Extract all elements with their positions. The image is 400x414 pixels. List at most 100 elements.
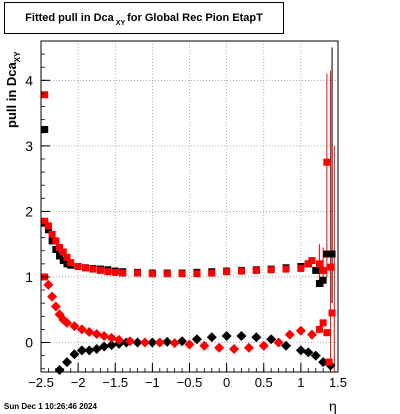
data-point xyxy=(54,365,65,376)
data-point xyxy=(251,332,262,343)
data-point xyxy=(312,266,320,274)
data-point xyxy=(237,267,245,275)
data-point xyxy=(328,309,336,317)
data-point xyxy=(125,336,136,347)
x-tick-label: 1 xyxy=(297,375,304,390)
data-point xyxy=(41,217,49,225)
y-axis-label: pull in DcaXY xyxy=(4,52,22,128)
x-axis-label: η xyxy=(329,398,337,414)
data-point xyxy=(319,266,327,274)
data-point xyxy=(177,336,188,347)
data-point xyxy=(139,337,150,348)
data-point xyxy=(295,325,306,336)
data-point xyxy=(48,230,56,238)
data-point xyxy=(84,345,95,356)
error-bars xyxy=(318,47,335,372)
data-point xyxy=(132,337,143,348)
y-tick-label: 4 xyxy=(25,72,33,88)
x-axis: −2.5 −2 −1.5 −1 −0.5 0 0.5 1 1.5 xyxy=(28,363,347,390)
data-point xyxy=(229,344,240,355)
y-tick-label: 3 xyxy=(25,138,33,154)
data-point xyxy=(184,339,195,350)
data-point xyxy=(243,342,254,353)
data-point xyxy=(63,260,71,268)
data-point xyxy=(273,337,284,348)
x-tick-label: −0.5 xyxy=(177,375,203,390)
data-point xyxy=(328,250,336,258)
data-point xyxy=(282,265,290,273)
data-point xyxy=(154,337,165,348)
data-point xyxy=(319,276,327,284)
data-point xyxy=(59,248,67,256)
data-point xyxy=(89,265,97,273)
data-point xyxy=(74,262,82,270)
data-point xyxy=(236,330,247,341)
data-point xyxy=(61,317,72,328)
data-point xyxy=(323,250,331,258)
data-point xyxy=(134,269,142,277)
data-point xyxy=(307,329,318,340)
data-point xyxy=(59,257,67,265)
x-tick-label: 1.5 xyxy=(329,375,347,390)
data-point xyxy=(106,332,117,343)
data-point xyxy=(63,253,71,261)
data-point xyxy=(163,270,171,278)
data-point xyxy=(111,268,119,276)
y-tick-label: 1 xyxy=(25,269,33,285)
data-point xyxy=(323,158,331,166)
data-point xyxy=(297,264,305,272)
data-point xyxy=(56,243,64,251)
x-tick-label: 0 xyxy=(223,375,230,390)
data-point xyxy=(43,279,54,290)
data-point xyxy=(304,260,312,268)
data-point xyxy=(61,357,72,368)
data-point xyxy=(325,358,333,366)
x-tick-label: −2 xyxy=(71,375,86,390)
data-point xyxy=(52,237,60,245)
y-tick-label: 2 xyxy=(25,203,33,219)
data-point xyxy=(96,266,104,274)
chart-title: Fitted pull in Dca XY for Global Rec Pion … xyxy=(5,12,283,27)
data-point xyxy=(221,330,232,341)
data-point xyxy=(119,269,127,277)
data-point xyxy=(169,338,180,349)
data-point xyxy=(281,340,292,351)
data-point xyxy=(104,268,112,276)
data-point xyxy=(223,268,231,276)
x-tick-label: 0.5 xyxy=(255,375,273,390)
data-point xyxy=(99,330,110,341)
x-tick-label: −2.5 xyxy=(28,375,54,390)
ylabel-main: pull in Dca xyxy=(4,62,19,128)
data-point xyxy=(44,222,52,230)
data-point xyxy=(284,329,295,340)
data-point xyxy=(327,263,335,271)
data-point xyxy=(206,332,217,343)
data-point xyxy=(295,345,306,356)
data-point xyxy=(69,321,80,332)
title-main: Fitted pull in Dca xyxy=(25,12,114,24)
title-rest: for Global Rec Pion EtapT xyxy=(127,12,263,24)
data-point xyxy=(208,269,216,277)
data-point xyxy=(41,125,49,133)
data-point xyxy=(191,334,202,345)
data-point xyxy=(178,270,186,278)
data-point xyxy=(267,266,275,274)
data-point xyxy=(214,342,225,353)
data-point xyxy=(91,328,102,339)
data-point xyxy=(308,257,316,265)
title-subscript: XY xyxy=(115,20,126,27)
data-point xyxy=(48,237,56,245)
data-point xyxy=(69,349,80,360)
data-point xyxy=(310,350,321,361)
data-point xyxy=(258,340,269,351)
data-point xyxy=(52,245,60,253)
y-tick-label: 0 xyxy=(25,335,33,351)
data-point xyxy=(67,259,75,267)
data-point xyxy=(319,319,327,327)
data-point xyxy=(315,325,323,333)
data-point xyxy=(315,260,323,268)
data-point xyxy=(56,252,64,260)
data-point xyxy=(199,340,210,351)
data-point xyxy=(76,324,87,335)
